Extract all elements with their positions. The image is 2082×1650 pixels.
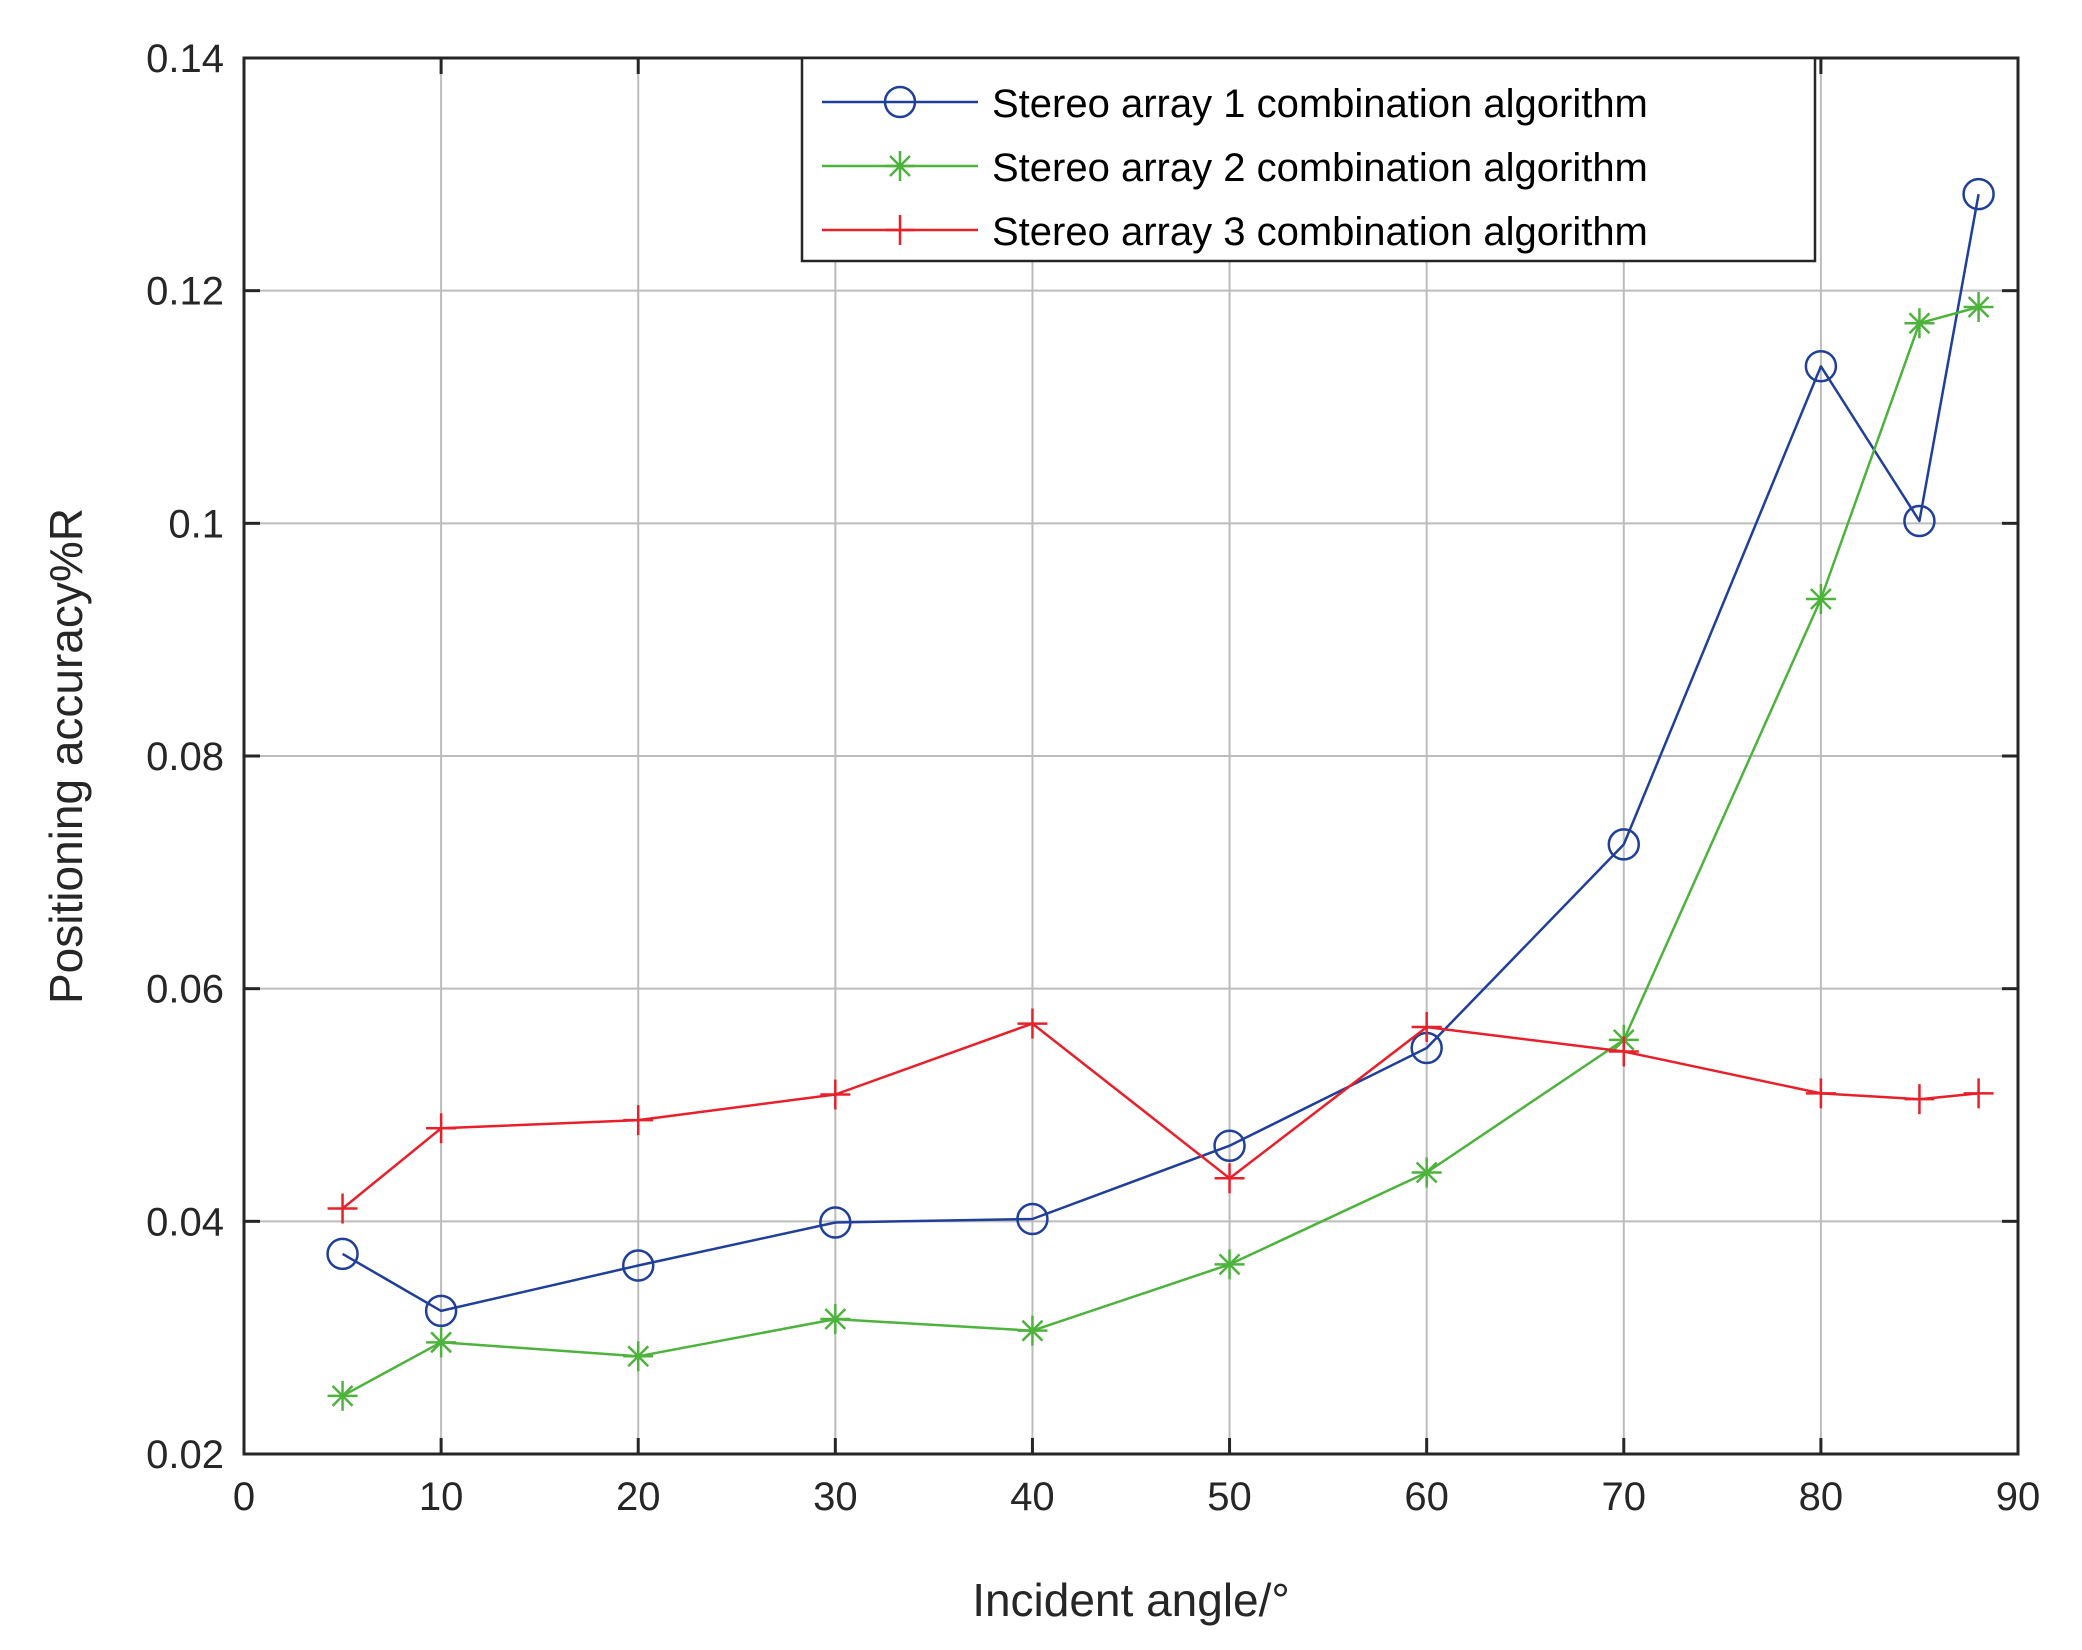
data-point-asterisk (820, 1304, 851, 1335)
data-point-circle (1213, 1129, 1246, 1162)
grid (244, 58, 2018, 1454)
x-tick-label: 70 (1602, 1475, 1647, 1519)
legend-label-3: Stereo array 3 combination algorithm (992, 210, 1648, 254)
data-point-asterisk (1805, 583, 1836, 614)
legend-marker-plus (885, 215, 915, 245)
data-point-asterisk (623, 1341, 654, 1372)
y-tick-label: 0.12 (146, 270, 224, 314)
data-point-asterisk (426, 1327, 457, 1358)
y-tick-label: 0.1 (168, 502, 224, 546)
x-tick-label: 50 (1207, 1475, 1252, 1519)
data-point-asterisk (327, 1380, 358, 1411)
data-point-plus (820, 1079, 851, 1110)
legend: Stereo array 1 combination algorithm Ste… (800, 56, 1817, 263)
data-point-asterisk (1411, 1157, 1442, 1188)
y-tick-label: 0.08 (146, 735, 224, 779)
axis-ticks: 0 10 20 30 40 50 60 70 80 90 0.02 0.04 0.06 0.08 0.1 0.… (146, 37, 2040, 1519)
data-point-circle (1903, 504, 1936, 538)
legend-entry-3: Stereo array 3 combination algorithm (822, 210, 1648, 254)
x-tick-label: 10 (419, 1475, 464, 1519)
series-line (341, 193, 1980, 1313)
data-point-circle (819, 1206, 852, 1239)
legend-box (800, 56, 1817, 263)
legend-marker-circle (883, 85, 917, 119)
legend-entry-2: Stereo array 2 combination algorithm (822, 146, 1648, 190)
y-tick-label: 0.14 (146, 37, 224, 81)
data-point-plus (1411, 1012, 1442, 1043)
x-tick-label: 80 (1799, 1475, 1844, 1519)
legend-marker-asterisk (885, 151, 915, 181)
data-point-plus (426, 1113, 457, 1144)
x-tick-label: 40 (1010, 1475, 1055, 1519)
x-tick-label: 20 (616, 1475, 661, 1519)
data-point-plus (1963, 1078, 1994, 1109)
data-point-plus (1017, 1008, 1048, 1039)
data-point-plus (1608, 1036, 1639, 1067)
y-tick-label: 0.04 (146, 1200, 224, 1244)
data-point-plus (1805, 1078, 1836, 1109)
legend-label-2: Stereo array 2 combination algorithm (992, 146, 1648, 190)
data-point-asterisk (1904, 308, 1935, 339)
data-point-plus (1214, 1163, 1245, 1194)
series-2 (327, 291, 1994, 1411)
data-point-circle (1962, 177, 1995, 211)
data-point-circle (424, 1294, 458, 1328)
data-point-plus (623, 1105, 654, 1136)
series-3 (327, 1008, 1994, 1224)
legend-label-1: Stereo array 1 combination algorithm (992, 82, 1648, 126)
y-tick-label: 0.06 (146, 968, 224, 1012)
x-tick-label: 30 (813, 1475, 858, 1519)
x-tick-label: 0 (233, 1475, 255, 1519)
data-point-asterisk (1214, 1249, 1245, 1280)
data-point-circle (621, 1249, 655, 1282)
data-point-plus (327, 1193, 358, 1224)
x-axis-label: Incident angle/° (972, 1574, 1290, 1626)
legend-entry-1: Stereo array 1 combination algorithm (822, 82, 1648, 126)
y-tick-label: 0.02 (146, 1433, 224, 1477)
x-tick-label: 90 (1996, 1475, 2041, 1519)
series-group (326, 177, 1995, 1411)
data-point-asterisk (1963, 291, 1994, 322)
data-point-circle (1804, 350, 1838, 383)
data-point-asterisk (1017, 1315, 1048, 1346)
data-point-circle (1016, 1202, 1049, 1236)
y-axis-label: Positioning accuracy%R (40, 508, 92, 1004)
data-point-circle (1607, 828, 1641, 861)
data-point-circle (326, 1237, 359, 1271)
data-point-plus (1904, 1084, 1935, 1115)
x-tick-label: 60 (1404, 1475, 1449, 1519)
